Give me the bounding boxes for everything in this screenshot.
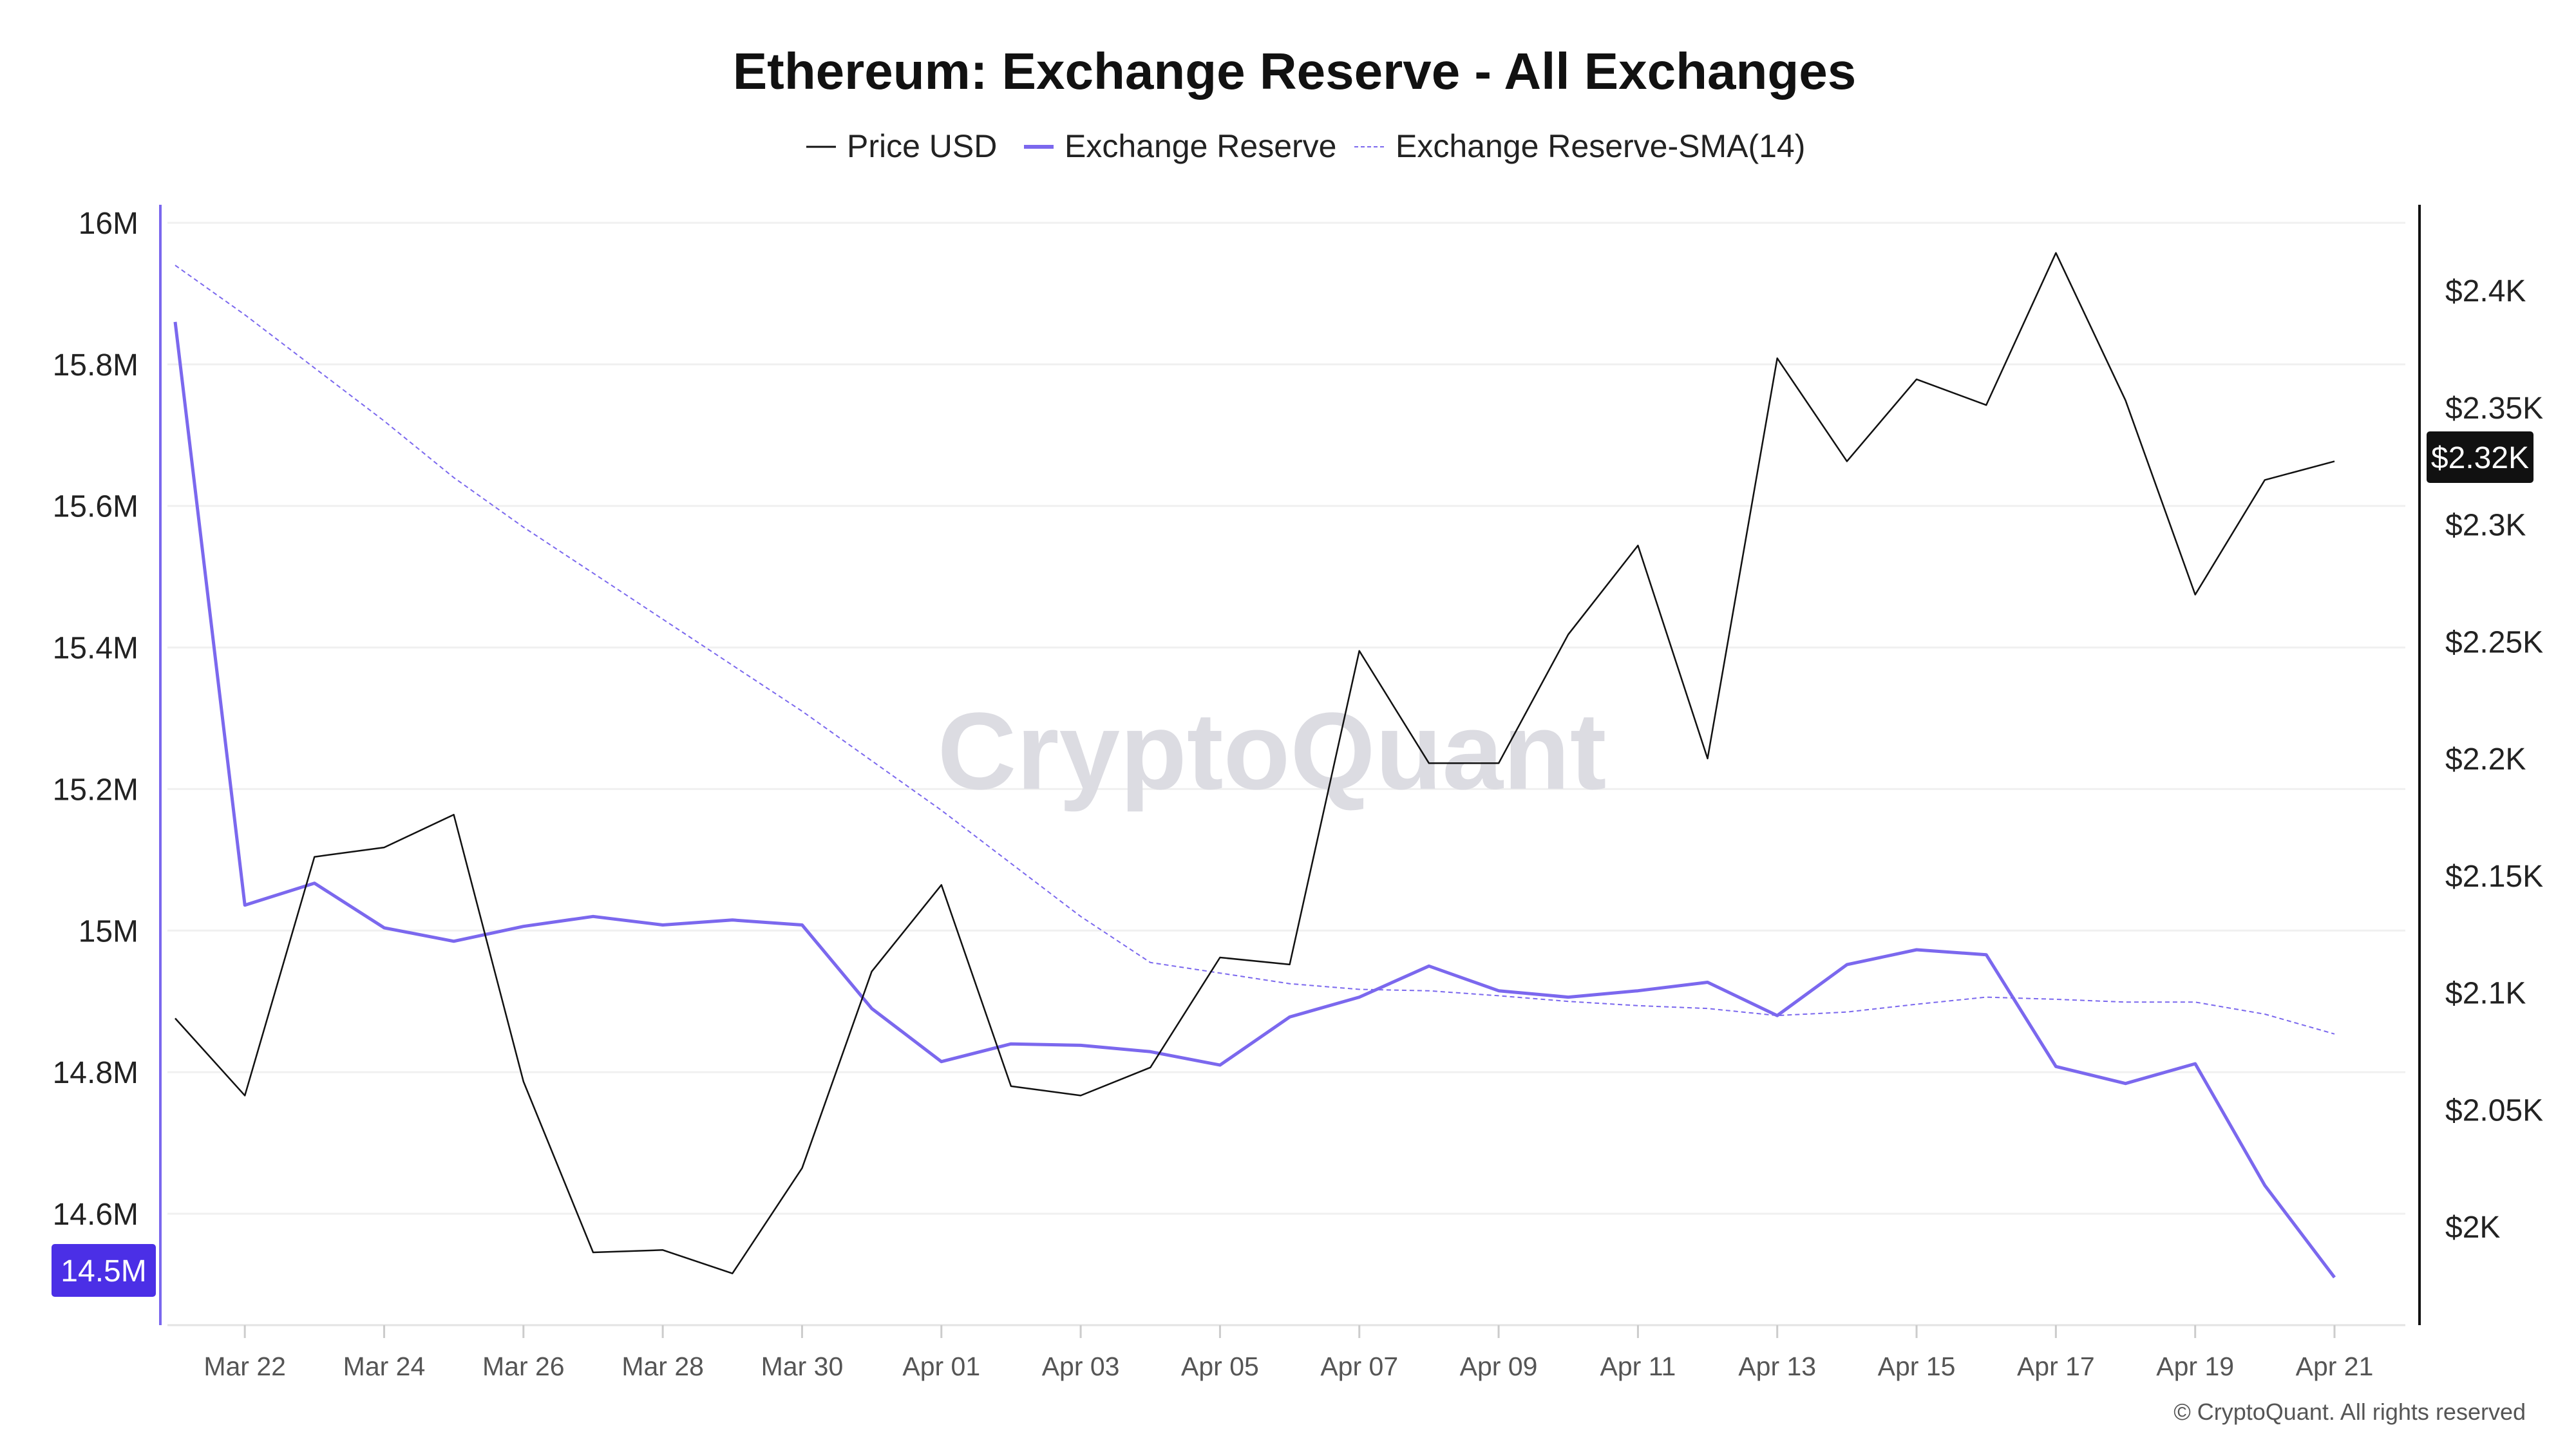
x-tick-label: Apr 15 [1878, 1352, 1956, 1381]
left-tick-label: 15.8M [53, 348, 138, 382]
copyright: © CryptoQuant. All rights reserved [2174, 1399, 2526, 1425]
left-axis-ticks: 16M 15.8M 15.6M 15.4M 15.2M 15M 14.8M 14.6M [53, 207, 138, 1232]
right-tick-label: $2.35K [2445, 391, 2543, 426]
right-current-value: $2.32K [2431, 441, 2529, 475]
right-axis-ticks: $2.4K $2.35K $2.3K $2.25K $2.2K $2.15K $2.1K $2… [2445, 274, 2543, 1245]
left-current-value-badge: 14.5M [52, 1244, 156, 1297]
x-tick-label: Apr 11 [1600, 1352, 1676, 1381]
x-tick-label: Apr 05 [1181, 1352, 1259, 1381]
x-tick-label: Apr 17 [2017, 1352, 2095, 1381]
right-tick-label: $2.2K [2445, 742, 2526, 777]
left-tick-label: 15.2M [53, 773, 138, 807]
x-tick-label: Apr 19 [2156, 1352, 2234, 1381]
right-tick-label: $2.05K [2445, 1093, 2543, 1127]
left-tick-label: 16M [79, 207, 138, 241]
x-tick-label: Mar 26 [482, 1352, 565, 1381]
watermark: CryptoQuant [938, 690, 1607, 813]
left-current-value: 14.5M [61, 1254, 146, 1288]
left-tick-label: 14.8M [53, 1056, 138, 1090]
x-tick-label: Apr 07 [1320, 1352, 1398, 1381]
x-tick-label: Apr 09 [1460, 1352, 1538, 1381]
legend-reserve-label[interactable]: Exchange Reserve [1065, 128, 1336, 164]
x-tick-label: Apr 01 [902, 1352, 980, 1381]
right-tick-label: $2.25K [2445, 625, 2543, 659]
left-tick-label: 15.6M [53, 490, 138, 524]
x-tick-label: Mar 30 [761, 1352, 844, 1381]
x-tick-label: Mar 24 [343, 1352, 426, 1381]
series-line-exchange-reserve-sma-14 [175, 265, 2334, 1034]
right-tick-label: $2.1K [2445, 977, 2526, 1011]
right-tick-label: $2.15K [2445, 860, 2543, 894]
x-tick-label: Mar 22 [204, 1352, 286, 1381]
legend-sma-label[interactable]: Exchange Reserve-SMA(14) [1396, 128, 1805, 164]
x-tick-label: Apr 03 [1042, 1352, 1120, 1381]
x-tick-label: Apr 21 [2296, 1352, 2374, 1381]
left-tick-label: 15.4M [53, 632, 138, 666]
left-tick-label: 15M [79, 914, 138, 948]
x-tick-label: Apr 13 [1738, 1352, 1816, 1381]
left-tick-label: 14.6M [53, 1198, 138, 1232]
x-axis-ticks: Mar 22 Mar 24 Mar 26 Mar 28 Mar 30 Apr 01 Apr … [204, 1325, 2373, 1381]
legend-price-label[interactable]: Price USD [847, 128, 997, 164]
right-tick-label: $2.3K [2445, 509, 2526, 543]
right-current-value-badge: $2.32K [2427, 431, 2533, 483]
right-tick-label: $2.4K [2445, 274, 2526, 308]
chart-title: Ethereum: Exchange Reserve - All Exchang… [733, 42, 1856, 100]
legend: Price USD Exchange Reserve Exchange Rese… [806, 128, 1805, 164]
right-tick-label: $2K [2445, 1211, 2500, 1245]
x-tick-label: Mar 28 [621, 1352, 704, 1381]
